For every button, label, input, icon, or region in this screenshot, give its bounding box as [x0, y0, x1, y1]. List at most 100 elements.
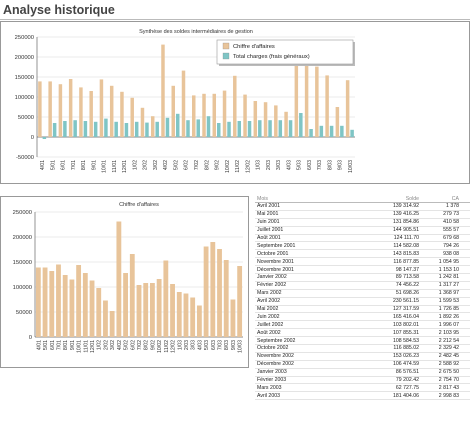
bar-chiffre-affaires [116, 221, 122, 337]
cell-ca: 2 212 54 [438, 337, 459, 344]
table-row[interactable]: Décembre 2002 106 474.59 2 588 92 [255, 361, 470, 369]
x-tick-label: 7/02 [194, 160, 200, 170]
table-row[interactable]: Mai 2001 139 416.25 279 73 [255, 211, 470, 219]
x-tick-label: 7/01 [56, 340, 62, 350]
x-tick-label: 9/03 [338, 160, 344, 170]
x-tick-label: 9/01 [70, 340, 76, 350]
table-row[interactable]: Juillet 2001 144 905.51 555 57 [255, 227, 470, 235]
ca-chart: Chiffre d'affaires 0 50000 100000 150000 2000… [13, 202, 244, 353]
cell-solde: 127 317.59 [393, 306, 419, 313]
cell-solde: 116 885.02 [393, 345, 419, 352]
bar-chiffre-affaires [183, 293, 189, 337]
x-tick-label: 9/01 [91, 160, 97, 170]
bar-chiffre-affaires [315, 66, 319, 137]
table-row[interactable]: Décembre 2001 98 147.37 1 153 10 [255, 266, 470, 275]
x-tick-label: 12/02 [245, 160, 251, 173]
bar-total-charges [155, 121, 159, 137]
bar-chiffre-affaires [123, 273, 128, 337]
table-row[interactable]: Septembre 2002 108 584.53 2 212 54 [255, 337, 470, 346]
bar-chiffre-affaires [62, 275, 68, 337]
bar-total-charges [258, 120, 262, 137]
cell-mois: Janvier 2003 [257, 369, 287, 376]
x-tick-label: 5/01 [50, 160, 56, 170]
y-tick-label: 150000 [13, 260, 32, 266]
x-tick-label: 10/03 [348, 160, 354, 173]
bar-chiffre-affaires [76, 265, 82, 337]
bar-chiffre-affaires [38, 81, 42, 137]
table-row[interactable]: Octobre 2002 116 885.02 2 329 42 [255, 345, 470, 353]
cell-mois: Avril 2003 [257, 392, 280, 399]
table-row[interactable]: Avril 2002 230 561.15 1 599 53 [255, 298, 470, 306]
x-tick-label: 8/01 [63, 340, 69, 350]
bar-chiffre-affaires [109, 311, 115, 337]
legend-label: Total charges (frais généraux) [233, 54, 310, 60]
cell-solde: 86 576.51 [395, 369, 419, 376]
table-row[interactable]: Mars 2002 51 698.26 1 368 97 [255, 290, 470, 298]
y-tick-label: 100000 [13, 285, 32, 291]
cell-mois: Août 2002 [257, 329, 281, 336]
x-tick-label: 3/03 [191, 340, 197, 350]
bar-chiffre-affaires [233, 75, 237, 137]
legend-swatch [222, 52, 230, 60]
table-row[interactable]: Septembre 2001 114 582.08 794 26 [255, 242, 470, 251]
table-row[interactable]: Juin 2001 131 854.86 410 58 [255, 219, 470, 227]
table-body: Avril 2001 139 314.92 1 378 Mai 2001 139 416… [255, 203, 470, 401]
table-row[interactable]: Mai 2002 127 317.59 1 726 85 [255, 306, 470, 314]
table-row[interactable]: Novembre 2002 153 026.23 2 482 45 [255, 353, 470, 361]
cell-mois: Mars 2002 [257, 290, 282, 297]
table-row[interactable]: Août 2001 124 111.70 679 68 [255, 235, 470, 243]
y-tick-label: 200000 [13, 235, 32, 241]
table-row[interactable]: Octobre 2001 143 815.83 938 08 [255, 250, 470, 259]
table-row[interactable]: Janvier 2002 89 713.58 1 242 81 [255, 274, 470, 282]
x-tick-label: 1/03 [256, 160, 262, 170]
table-row[interactable]: Avril 2001 139 314.92 1 378 [255, 203, 470, 211]
table-row[interactable]: Août 2002 107 855.31 2 103 95 [255, 329, 470, 338]
cell-solde: 165 416.04 [393, 313, 419, 320]
bar-chiffre-affaires [109, 85, 114, 137]
table-row[interactable]: Février 2002 74 456.22 1 317 27 [255, 282, 470, 290]
y-tick-label: 250000 [13, 210, 32, 216]
bar-total-charges [350, 129, 354, 137]
table-row[interactable]: Novembre 2001 116 877.85 1 054 95 [255, 258, 470, 267]
cell-mois: Mai 2001 [257, 211, 279, 218]
x-tick-label: 4/02 [163, 160, 169, 170]
x-tick-label: 2/03 [184, 340, 190, 350]
x-tick-label: 4/01 [40, 160, 46, 170]
cell-solde: 230 561.15 [393, 298, 419, 305]
cell-solde: 131 854.86 [393, 219, 419, 226]
table-row[interactable]: Février 2003 79 202.42 2 754 70 [255, 377, 470, 385]
table-row[interactable]: Juin 2002 165 416.04 1 892 26 [255, 313, 470, 322]
bar-total-charges [114, 121, 118, 137]
bar-total-charges [329, 125, 334, 137]
bar-total-charges [217, 123, 221, 137]
table-row[interactable]: Avril 2003 181 404.06 2 998 83 [255, 392, 470, 401]
bar-total-charges [93, 121, 98, 137]
cell-solde: 106 474.59 [393, 361, 419, 368]
bar-total-charges [319, 125, 324, 137]
bar-chiffre-affaires [217, 249, 222, 337]
bar-chiffre-affaires [89, 91, 93, 137]
bar-total-charges [124, 123, 129, 137]
table-row[interactable]: Mars 2003 62 727.75 2 817 43 [255, 384, 470, 393]
x-tick-label: 10/02 [157, 340, 163, 353]
x-tick-label: 6/01 [61, 160, 67, 170]
x-tick-label: 7/02 [137, 340, 143, 350]
x-tick-label: 5/02 [173, 160, 179, 170]
bar-chiffre-affaires [58, 84, 63, 137]
bar-chiffre-affaires [163, 260, 169, 337]
bar-total-charges [288, 120, 293, 137]
table-row[interactable]: Juillet 2002 103 802.01 1 996 07 [255, 321, 470, 330]
bar-chiffre-affaires [161, 44, 165, 137]
bar-total-charges [247, 121, 252, 137]
table-row[interactable]: Janvier 2003 86 576.51 2 675 50 [255, 369, 470, 377]
cell-solde: 114 582.08 [393, 242, 419, 249]
chart-title: Synthèse des soldes intermédiaires de ge… [139, 29, 253, 35]
cell-mois: Avril 2001 [257, 203, 280, 210]
cell-ca: 2 588 92 [438, 361, 459, 368]
header-ca: CA [451, 195, 459, 202]
bar-chiffre-affaires [49, 271, 55, 337]
y-tick-label: 0 [31, 135, 34, 141]
bar-total-charges [73, 120, 77, 137]
bar-total-charges [42, 137, 47, 139]
cell-ca: 279 73 [443, 211, 459, 218]
